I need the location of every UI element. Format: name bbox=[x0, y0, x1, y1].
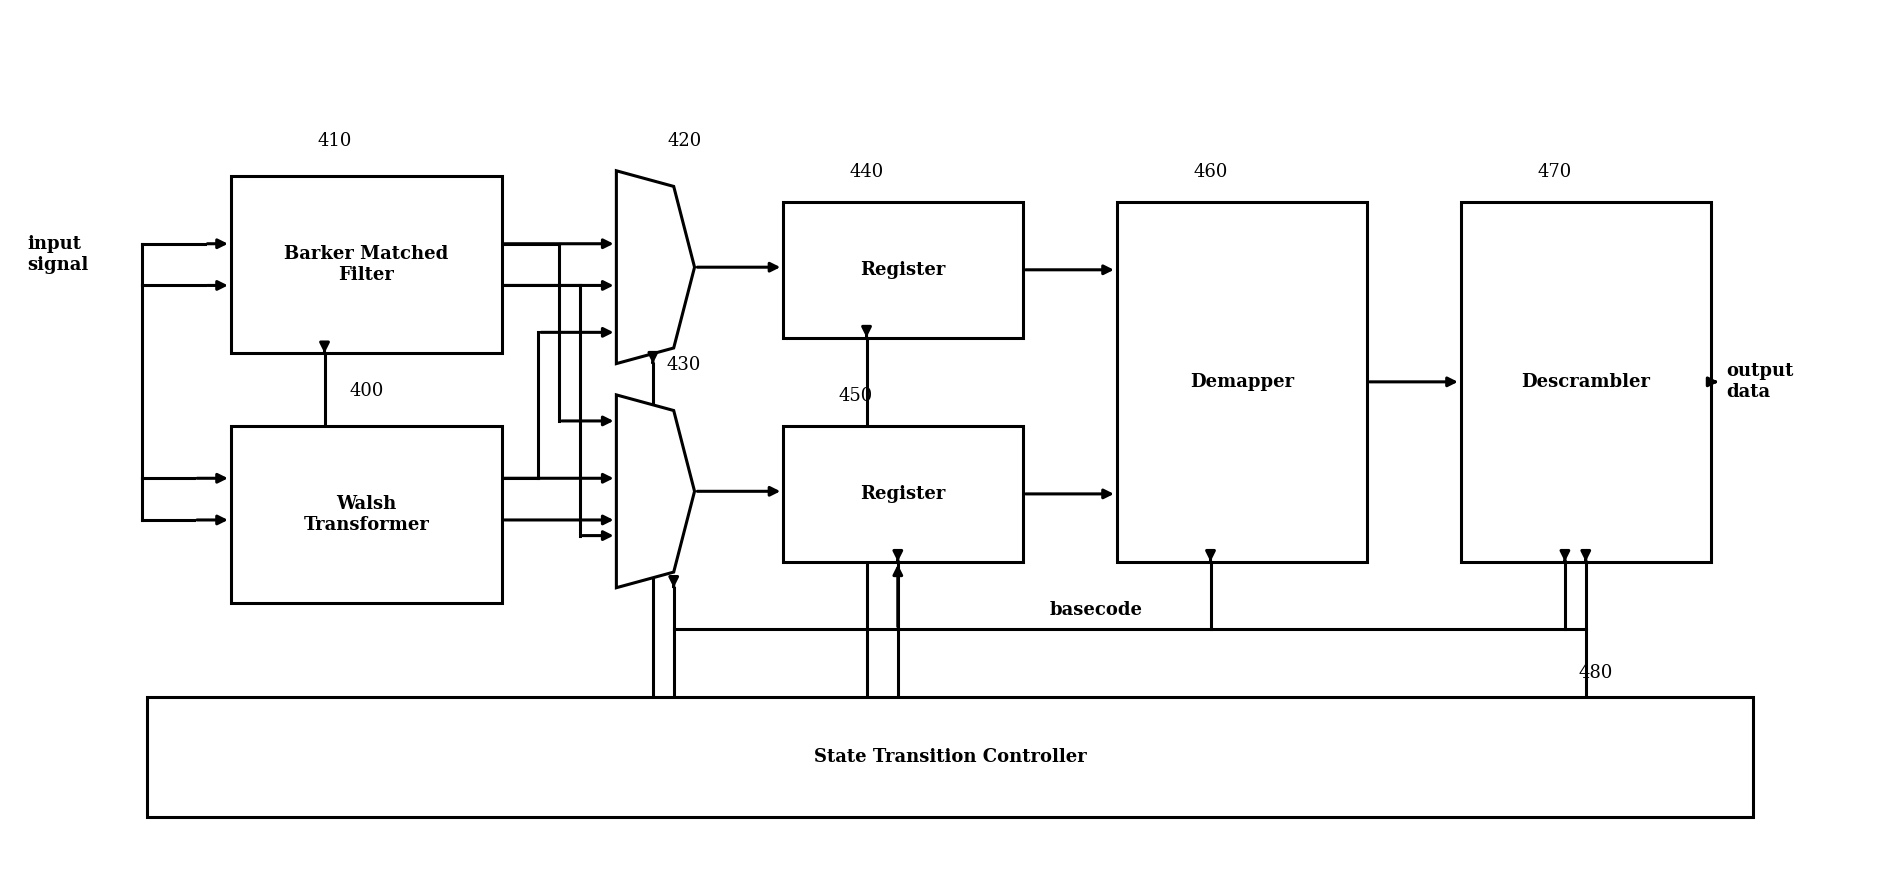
Text: basecode: basecode bbox=[1048, 601, 1142, 619]
Bar bbox=[1460, 202, 1712, 561]
Bar bbox=[1116, 202, 1366, 561]
Text: 410: 410 bbox=[318, 132, 351, 150]
Text: input
signal: input signal bbox=[28, 235, 88, 274]
Text: 420: 420 bbox=[667, 132, 701, 150]
Bar bbox=[231, 176, 502, 353]
Text: 450: 450 bbox=[840, 387, 874, 405]
Text: 480: 480 bbox=[1578, 663, 1614, 681]
Text: output
data: output data bbox=[1727, 362, 1794, 401]
Text: Barker Matched
Filter: Barker Matched Filter bbox=[284, 245, 449, 284]
Text: 440: 440 bbox=[849, 164, 883, 181]
Text: 430: 430 bbox=[667, 356, 701, 374]
Text: Register: Register bbox=[861, 261, 945, 279]
Polygon shape bbox=[616, 395, 695, 587]
Text: 470: 470 bbox=[1537, 164, 1571, 181]
Text: Register: Register bbox=[861, 485, 945, 503]
Text: State Transition Controller: State Transition Controller bbox=[814, 748, 1086, 766]
Text: 400: 400 bbox=[349, 382, 383, 401]
Bar bbox=[231, 426, 502, 603]
Bar bbox=[784, 426, 1022, 561]
Text: Demapper: Demapper bbox=[1189, 373, 1295, 391]
Text: Walsh
Transformer: Walsh Transformer bbox=[303, 495, 428, 534]
Text: 460: 460 bbox=[1193, 164, 1227, 181]
Text: Descrambler: Descrambler bbox=[1522, 373, 1650, 391]
Bar bbox=[784, 202, 1022, 338]
Polygon shape bbox=[616, 171, 695, 364]
Bar bbox=[147, 697, 1753, 817]
